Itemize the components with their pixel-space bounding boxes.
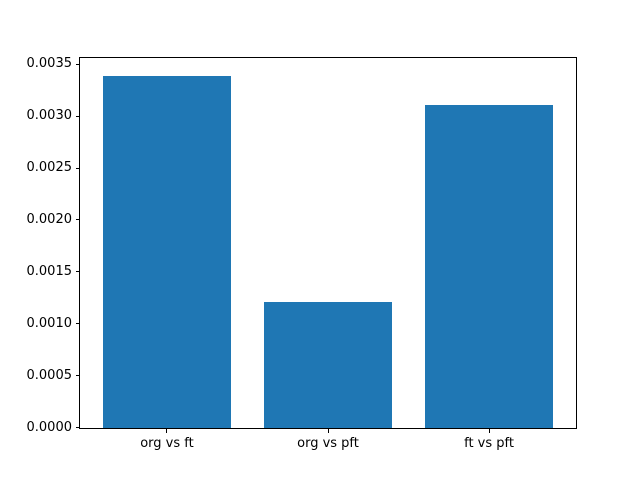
y-tick-mark bbox=[76, 271, 80, 273]
y-tick-mark bbox=[76, 167, 80, 169]
y-tick-label: 0.0035 bbox=[26, 56, 73, 72]
bar bbox=[102, 75, 232, 428]
x-tick-mark bbox=[488, 428, 490, 433]
y-tick-label: 0.0030 bbox=[26, 108, 73, 124]
plot-area: 0.0000 0.0005 0.0010 0.0015 0.0020 0.0025 0.00… bbox=[27, 56, 577, 451]
y-tick-label: 0.0005 bbox=[26, 367, 73, 383]
y-tick-label: 0.0025 bbox=[26, 160, 73, 176]
y-tick-label: 0.0020 bbox=[26, 211, 73, 227]
y-tick-mark bbox=[76, 219, 80, 221]
y-tick-mark bbox=[76, 323, 80, 325]
x-tick-label: org vs pft bbox=[297, 435, 359, 451]
y-tick-mark bbox=[76, 427, 80, 429]
x-tick-mark bbox=[166, 428, 168, 433]
y-tick-label: 0.0015 bbox=[26, 263, 73, 279]
y-tick-mark bbox=[76, 115, 80, 117]
x-tick-label: ft vs pft bbox=[464, 435, 514, 451]
y-tick-mark bbox=[76, 63, 80, 65]
y-tick-label: 0.0010 bbox=[26, 315, 73, 331]
y-tick-label: 0.0000 bbox=[26, 419, 73, 435]
y-tick-mark bbox=[76, 375, 80, 377]
bar bbox=[263, 301, 393, 428]
bar bbox=[424, 104, 554, 428]
x-tick-label: org vs ft bbox=[140, 435, 194, 451]
x-tick-mark bbox=[327, 428, 329, 433]
